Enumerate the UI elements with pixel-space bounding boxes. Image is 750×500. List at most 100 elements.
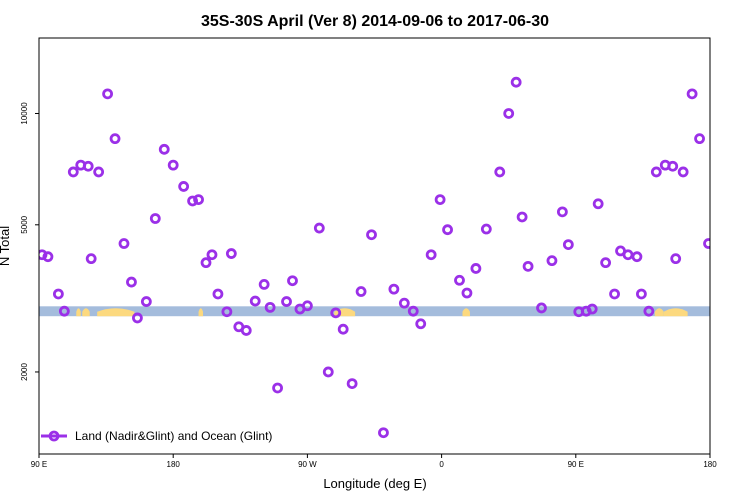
x-tick-label: 0 <box>439 460 444 469</box>
data-point <box>712 278 720 286</box>
data-point <box>556 206 568 218</box>
legend-point-marker <box>48 430 60 442</box>
data-point <box>58 305 70 317</box>
land-patch <box>76 308 81 317</box>
land-patch <box>663 308 688 317</box>
land-patch <box>462 308 470 317</box>
data-point <box>140 296 152 307</box>
data-point <box>193 194 204 205</box>
data-point <box>461 287 473 299</box>
data-point <box>454 274 465 286</box>
data-point <box>322 366 334 378</box>
data-point <box>240 325 252 336</box>
data-point <box>622 249 634 261</box>
x-axis: 90 E 180 90 W 0 90 E 180 <box>31 454 717 469</box>
land-patch <box>82 308 90 317</box>
data-point <box>677 166 689 178</box>
data-point <box>221 306 233 318</box>
y-tick-label: 10000 <box>20 102 29 125</box>
data-point <box>249 295 261 307</box>
data-point <box>546 255 558 267</box>
y-tick-label: 2000 <box>20 363 29 381</box>
data-points <box>39 76 735 439</box>
legend: Land (Nadir&Glint) and Ocean (Glint) <box>41 429 272 443</box>
y-axis-label: N Total <box>0 226 12 266</box>
data-point <box>346 378 358 390</box>
y-axis: 2000 5000 10000 <box>20 102 39 381</box>
data-point <box>93 166 105 178</box>
data-point <box>258 278 270 290</box>
data-point <box>301 300 313 312</box>
data-point <box>158 143 170 155</box>
data-point <box>109 133 121 145</box>
data-point <box>118 238 130 249</box>
data-point <box>330 307 342 319</box>
data-point <box>694 133 705 145</box>
data-point <box>272 382 283 394</box>
data-point <box>586 303 598 315</box>
data-point <box>149 213 161 224</box>
data-point <box>503 108 515 119</box>
chart-title: 35S-30S April (Ver 8) 2014-09-06 to 2017… <box>201 13 549 30</box>
data-point <box>667 160 679 172</box>
data-point <box>178 181 190 192</box>
data-point <box>206 249 218 261</box>
data-point <box>212 288 224 300</box>
data-point <box>82 160 94 172</box>
x-tick-label: 90 E <box>31 460 47 469</box>
data-point <box>650 166 662 178</box>
data-point <box>102 88 113 100</box>
data-point <box>200 257 212 269</box>
ocean-band <box>39 306 710 317</box>
x-tick-label: 90 W <box>298 460 317 469</box>
data-point <box>388 283 400 295</box>
data-point <box>366 229 377 241</box>
data-point <box>600 257 612 269</box>
y-tick-label: 5000 <box>20 215 29 233</box>
data-point <box>132 312 143 324</box>
data-point <box>686 88 698 100</box>
data-point <box>592 198 604 210</box>
data-point <box>434 194 446 205</box>
x-tick-label: 180 <box>167 460 181 469</box>
data-point <box>281 296 292 307</box>
data-point <box>636 288 647 300</box>
data-point <box>225 248 237 259</box>
data-point <box>727 298 735 306</box>
data-point <box>415 318 427 330</box>
data-point <box>378 427 389 439</box>
land-patch <box>198 308 204 317</box>
data-point <box>609 288 620 300</box>
data-point <box>398 297 410 309</box>
data-point <box>510 76 522 88</box>
data-point <box>670 253 682 265</box>
data-point <box>355 286 367 297</box>
data-point <box>703 238 710 249</box>
data-point <box>425 249 437 261</box>
data-point <box>407 305 419 317</box>
data-point <box>187 195 198 207</box>
data-point <box>52 288 64 300</box>
x-tick-label: 180 <box>703 460 717 469</box>
data-point <box>42 251 54 263</box>
data-point <box>287 275 298 287</box>
data-point <box>470 263 482 274</box>
land-patch <box>654 308 664 317</box>
data-point <box>522 260 534 272</box>
data-point <box>536 302 547 314</box>
data-point <box>562 239 574 251</box>
plot-frame <box>38 37 711 455</box>
land-patch <box>97 308 135 317</box>
data-point <box>718 314 726 322</box>
data-point <box>516 211 528 223</box>
data-point <box>337 323 349 335</box>
data-point <box>67 166 79 178</box>
data-point <box>480 223 492 235</box>
data-point <box>264 301 276 313</box>
data-point <box>643 305 655 317</box>
data-point <box>494 166 506 178</box>
x-axis-label: Longitude (deg E) <box>323 476 426 491</box>
x-tick-label: 90 E <box>568 460 584 469</box>
data-point <box>631 251 643 263</box>
land-ocean-band <box>39 306 710 317</box>
